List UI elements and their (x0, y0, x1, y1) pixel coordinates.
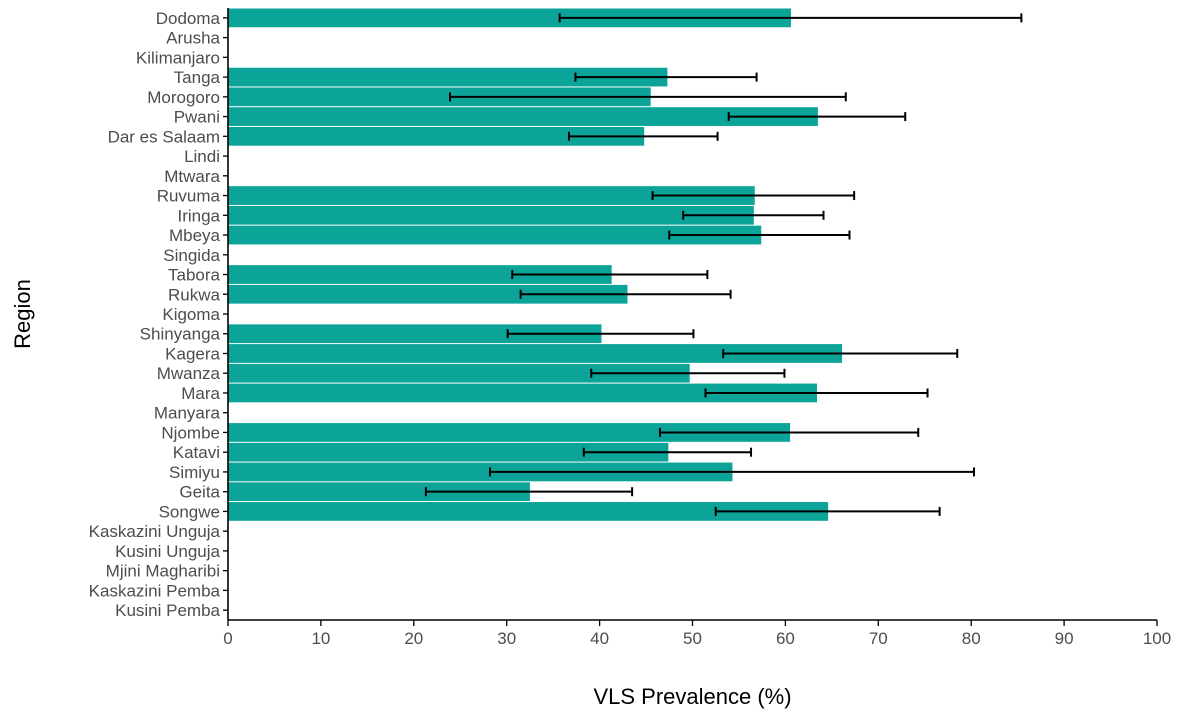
y-tick-label-geita: Geita (179, 483, 220, 502)
y-tick-label-dodoma: Dodoma (156, 9, 221, 28)
bar-iringa (228, 205, 754, 225)
x-axis-ticks: 0 10 20 30 40 50 60 70 80 90 100 (223, 620, 1171, 648)
error-bar-rukwa (519, 289, 732, 299)
bars-layer (228, 8, 843, 521)
y-tick-label-njombe: Njombe (161, 423, 220, 442)
y-tick-label-shinyanga: Shinyanga (140, 325, 221, 344)
bar-geita (228, 482, 530, 502)
error-bar-songwe (714, 506, 941, 516)
x-axis-title: VLS Prevalence (%) (593, 684, 791, 709)
error-bar-katavi (582, 447, 753, 457)
bar-mbeya (228, 225, 762, 245)
bar-shinyanga (228, 324, 602, 344)
error-bar-geita (424, 487, 634, 497)
y-tick-label-kusini-pemba: Kusini Pemba (115, 601, 220, 620)
y-axis-ticks: DodomaArushaKilimanjaroTangaMorogoroPwan… (89, 9, 228, 620)
bar-kagera (228, 344, 843, 363)
y-tick-label-mbeya: Mbeya (169, 226, 221, 245)
bar-dar-es-salaam (228, 126, 645, 146)
y-tick-label-rukwa: Rukwa (168, 285, 221, 304)
x-tick-label-60: 60 (776, 629, 795, 648)
x-tick-label-20: 20 (404, 629, 423, 648)
y-tick-label-kigoma: Kigoma (162, 305, 220, 324)
bar-mara (228, 383, 817, 403)
bar-simiyu (228, 462, 733, 482)
y-tick-label-tanga: Tanga (174, 68, 221, 87)
error-bar-tabora (511, 270, 709, 280)
y-tick-label-simiyu: Simiyu (169, 463, 220, 482)
y-tick-label-mwanza: Mwanza (157, 364, 221, 383)
error-bar-dodoma (558, 13, 1023, 23)
y-tick-label-dar-es-salaam: Dar es Salaam (108, 127, 220, 146)
bar-dodoma (228, 8, 791, 28)
error-bar-iringa (682, 210, 825, 220)
y-tick-label-tabora: Tabora (168, 266, 221, 285)
y-tick-label-kusini-unguja: Kusini Unguja (115, 542, 220, 561)
bar-tabora (228, 265, 612, 284)
bar-songwe (228, 502, 829, 521)
error-bar-mwanza (590, 368, 786, 378)
y-tick-label-lindi: Lindi (184, 147, 220, 166)
y-tick-label-kagera: Kagera (165, 344, 220, 363)
error-bar-tanga (574, 72, 758, 82)
error-bar-simiyu (488, 467, 975, 477)
y-tick-label-kaskazini-unguja: Kaskazini Unguja (89, 522, 221, 541)
y-tick-label-katavi: Katavi (173, 443, 220, 462)
error-bar-shinyanga (506, 329, 695, 339)
x-tick-label-90: 90 (1055, 629, 1074, 648)
y-tick-label-ruvuma: Ruvuma (157, 187, 221, 206)
y-tick-label-pwani: Pwani (174, 108, 220, 127)
y-tick-label-morogoro: Morogoro (147, 88, 220, 107)
error-bar-kagera (722, 348, 959, 358)
bar-njombe (228, 423, 791, 442)
y-tick-label-arusha: Arusha (166, 29, 220, 48)
error-bar-mara (704, 388, 929, 398)
error-bar-njombe (658, 427, 920, 437)
bar-katavi (228, 442, 669, 462)
y-tick-label-kaskazini-pemba: Kaskazini Pemba (89, 581, 221, 600)
x-tick-label-0: 0 (223, 629, 232, 648)
x-tick-label-80: 80 (962, 629, 981, 648)
error-bar-morogoro (449, 92, 847, 102)
bar-mwanza (228, 363, 690, 383)
y-tick-label-mtwara: Mtwara (164, 167, 220, 186)
bar-rukwa (228, 284, 628, 304)
x-tick-label-40: 40 (590, 629, 609, 648)
y-tick-label-mara: Mara (181, 384, 220, 403)
x-tick-label-50: 50 (683, 629, 702, 648)
error-bar-ruvuma (651, 191, 856, 201)
y-tick-label-singida: Singida (163, 246, 220, 265)
y-tick-label-manyara: Manyara (154, 404, 221, 423)
bar-ruvuma (228, 186, 755, 205)
bar-morogoro (228, 87, 651, 107)
error-bar-pwani (727, 112, 907, 122)
x-tick-label-100: 100 (1143, 629, 1171, 648)
y-axis-title: Region (10, 279, 35, 349)
error-bar-mbeya (668, 230, 851, 240)
y-tick-label-kilimanjaro: Kilimanjaro (136, 48, 220, 67)
x-tick-label-70: 70 (869, 629, 888, 648)
bar-pwani (228, 107, 818, 126)
error-bar-dar-es-salaam (567, 131, 719, 141)
x-tick-label-30: 30 (497, 629, 516, 648)
error-bars-layer (424, 13, 1023, 516)
x-tick-label-10: 10 (311, 629, 330, 648)
y-tick-label-mjini-magharibi: Mjini Magharibi (106, 562, 220, 581)
y-tick-label-songwe: Songwe (159, 502, 220, 521)
y-tick-label-iringa: Iringa (177, 206, 220, 225)
bar-tanga (228, 67, 668, 87)
